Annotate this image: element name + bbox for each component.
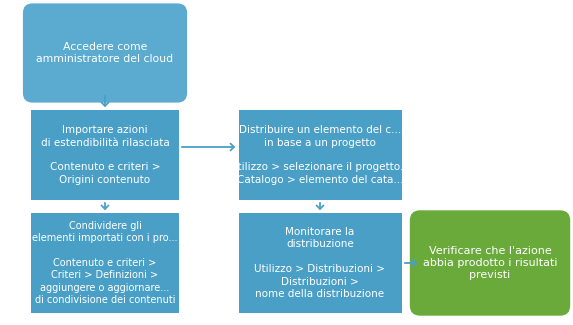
FancyBboxPatch shape [410, 210, 570, 316]
Text: Verificare che l'azione
abbia prodotto i risultati
previsti: Verificare che l'azione abbia prodotto i… [423, 246, 558, 280]
Text: Monitorare la
distribuzione

Utilizzo > Distribuzioni >
Distribuzioni >
nome del: Monitorare la distribuzione Utilizzo > D… [254, 227, 386, 299]
Bar [238, 213, 402, 313]
Bar [238, 110, 402, 200]
Text: Condividere gli
elementi importati con i pro...

Contenuto e criteri >
Criteri >: Condividere gli elementi importati con i… [32, 221, 178, 305]
Text: Importare azioni
di estendibilità rilasciata

Contenuto e criteri >
Origini cont: Importare azioni di estendibilità rilasc… [41, 125, 170, 185]
Bar [31, 213, 179, 313]
Bar [31, 110, 179, 200]
Text: Distribuire un elemento del c...
in base a un progetto

Utilizzo > selezionare i: Distribuire un elemento del c... in base… [230, 125, 410, 185]
FancyBboxPatch shape [23, 3, 187, 103]
Text: Accedere come
amministratore del cloud: Accedere come amministratore del cloud [37, 42, 174, 64]
